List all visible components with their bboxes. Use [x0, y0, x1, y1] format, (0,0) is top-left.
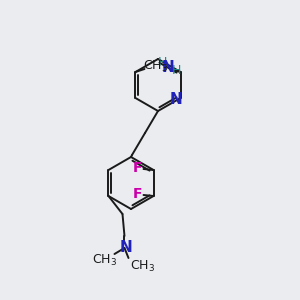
Text: CH$_3$: CH$_3$: [92, 253, 117, 268]
Text: N: N: [169, 92, 182, 106]
Text: H: H: [172, 64, 181, 76]
Text: CH$_3$: CH$_3$: [143, 58, 168, 74]
Text: N: N: [161, 61, 174, 76]
Text: F: F: [133, 187, 142, 201]
Text: N: N: [120, 239, 133, 254]
Text: H: H: [158, 56, 167, 68]
Text: CH$_3$: CH$_3$: [130, 258, 155, 274]
Text: F: F: [133, 161, 142, 175]
